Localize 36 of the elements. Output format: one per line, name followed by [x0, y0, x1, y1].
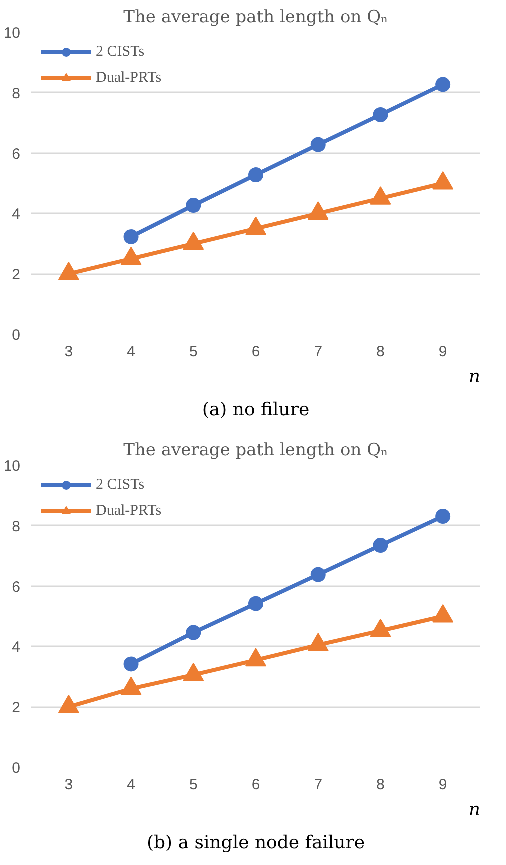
y-tick-label: 2 — [12, 700, 20, 717]
x-tick-label: 6 — [252, 344, 260, 360]
x-tick-label: 3 — [64, 344, 74, 360]
y-tick-label: 2 — [12, 266, 20, 284]
legend-label: 2 CISTs — [96, 44, 145, 60]
x-tick-label: 9 — [438, 776, 448, 794]
x-tick-label: 4 — [127, 344, 136, 360]
chart-title: The average path length on Qₙ — [124, 8, 388, 28]
x-tick-label: 7 — [314, 344, 323, 360]
x-tick-label: 5 — [189, 344, 198, 360]
y-tick-label: 8 — [12, 85, 20, 102]
x-tick-label: 8 — [376, 776, 385, 794]
legend-label: 2 CISTs — [96, 476, 145, 494]
y-tick-label: 4 — [12, 639, 20, 656]
y-tick-label: 0 — [12, 760, 20, 777]
chart-title: The average path length on Qₙ — [124, 440, 388, 460]
legend-label: Dual-PRTs — [96, 502, 162, 520]
x-tick-label: 7 — [314, 776, 323, 794]
y-tick-label: 6 — [12, 578, 20, 596]
y-tick-label: 6 — [12, 146, 20, 163]
legend-label: Dual-PRTs — [96, 70, 162, 86]
y-tick-label: 10 — [4, 458, 21, 475]
y-tick-label: 0 — [12, 327, 20, 344]
text: (a) no filure — [202, 400, 310, 420]
x-tick-label: 9 — [438, 344, 448, 360]
x-tick-label: 5 — [189, 776, 198, 794]
x-tick-label: 8 — [376, 344, 385, 360]
y-tick-label: 4 — [12, 206, 20, 224]
x-tick-label: 6 — [252, 776, 260, 794]
x-axis-title: n — [468, 366, 480, 388]
text: (b) a single node failure — [146, 832, 366, 854]
x-axis-title: n — [468, 800, 480, 820]
y-tick-label: 10 — [4, 25, 21, 42]
x-tick-label: 3 — [64, 776, 74, 794]
x-tick-label: 4 — [127, 776, 136, 794]
y-tick-label: 8 — [12, 518, 20, 536]
